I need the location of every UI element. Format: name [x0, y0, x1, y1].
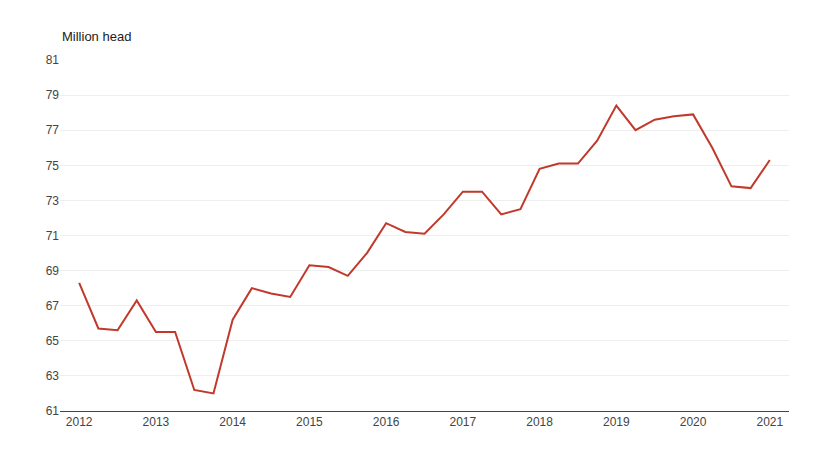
svg-text:2014: 2014 — [219, 415, 246, 429]
svg-text:69: 69 — [46, 264, 60, 278]
svg-text:81: 81 — [46, 53, 60, 67]
svg-text:65: 65 — [46, 334, 60, 348]
svg-text:2017: 2017 — [450, 415, 477, 429]
svg-text:2013: 2013 — [143, 415, 170, 429]
svg-text:63: 63 — [46, 369, 60, 383]
svg-text:77: 77 — [46, 123, 60, 137]
svg-text:67: 67 — [46, 299, 60, 313]
svg-text:73: 73 — [46, 194, 60, 208]
svg-text:75: 75 — [46, 159, 60, 173]
svg-text:2016: 2016 — [373, 415, 400, 429]
svg-text:2019: 2019 — [603, 415, 630, 429]
svg-text:2021: 2021 — [756, 415, 783, 429]
svg-text:2020: 2020 — [680, 415, 707, 429]
svg-text:79: 79 — [46, 88, 60, 102]
svg-text:2015: 2015 — [296, 415, 323, 429]
svg-text:2018: 2018 — [526, 415, 553, 429]
svg-text:61: 61 — [46, 404, 60, 418]
svg-text:2012: 2012 — [66, 415, 93, 429]
svg-text:71: 71 — [46, 229, 60, 243]
svg-text:Million head: Million head — [62, 29, 131, 44]
